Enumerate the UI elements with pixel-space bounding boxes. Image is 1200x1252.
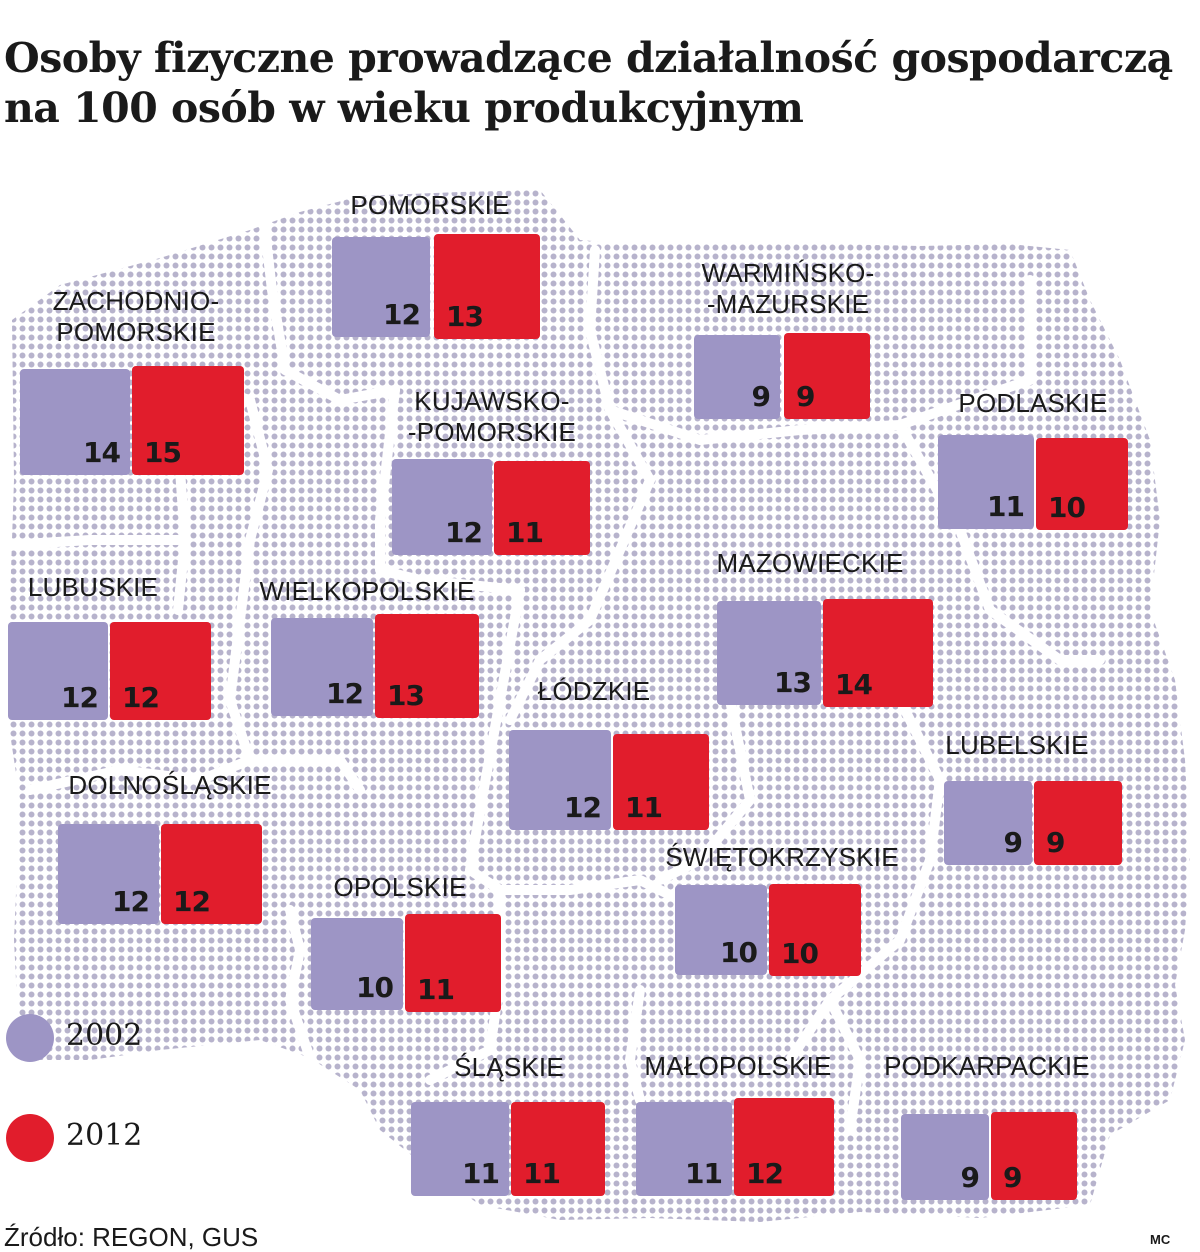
value-2012-wielkopolskie: 13 [375,614,479,718]
value-2002-zachodniopomorskie-text: 14 [83,436,121,469]
region-label-slaskie: ŚLĄSKIE [454,1052,564,1082]
value-2012-malopolskie: 12 [734,1098,834,1196]
value-2012-lubuskie-text: 12 [122,681,160,714]
value-2012-warminskomazurskie: 9 [784,333,870,419]
value-2002-opolskie: 10 [311,918,403,1010]
value-2012-mazowieckie-text: 14 [835,668,873,701]
value-2002-podlaskie-text: 11 [987,490,1025,523]
region-label-malopolskie: MAŁOPOLSKIE [644,1051,832,1081]
value-2012-slaskie: 11 [511,1102,605,1196]
value-2012-zachodniopomorskie-text: 15 [144,436,182,469]
value-2002-slaskie-text: 11 [462,1157,500,1190]
region-label-kujawskopomorskie-line1: KUJAWSKO- [414,386,570,416]
region-label-warminskomazurskie-line2: -MAZURSKIE [706,289,870,319]
value-2012-kujawskopomorskie-text: 11 [506,516,544,549]
value-2002-podkarpackie-text: 9 [960,1161,981,1194]
value-2002-lubelskie-text: 9 [1003,826,1024,859]
value-2012-podkarpackie: 9 [991,1112,1077,1200]
value-2012-podlaskie-text: 10 [1048,491,1086,524]
value-2002-pomorskie-text: 12 [383,298,421,331]
legend-2002-label: 2002 [66,1018,143,1053]
region-label-wielkopolskie: WIELKOPOLSKIE [259,576,475,606]
region-label-kujawskopomorskie: KUJAWSKO- -POMORSKIE [408,386,576,448]
region-label-zachodniopomorskie: ZACHODNIO- POMORSKIE [53,286,220,348]
value-2012-swietokrzyskie: 10 [769,884,861,976]
value-2012-podkarpackie-text: 9 [1003,1161,1023,1194]
value-2002-lubuskie-text: 12 [61,681,99,714]
value-2012-kujawskopomorskie: 11 [494,461,590,555]
title-line-1: Osoby fizyczne prowadzące działalność go… [4,34,1173,82]
value-2002-wielkopolskie-text: 12 [326,677,364,710]
value-2002-opolskie-text: 10 [356,971,394,1004]
legend-2002-swatch [6,1014,54,1062]
value-2012-podlaskie: 10 [1036,438,1128,530]
value-2002-warminskomazurskie-text: 9 [751,380,772,413]
value-2002-zachodniopomorskie: 14 [20,369,130,475]
region-label-swietokrzyskie: ŚWIĘTOKRZYSKIE [665,842,899,872]
region-label-warminskomazurskie-line1: WARMIŃSKO- [701,258,875,288]
author-credit: MC [1150,1232,1171,1247]
region-label-kujawskopomorskie-line2: -POMORSKIE [407,417,577,447]
title-line-2: na 100 osób w wieku produkcyjnym [4,84,804,132]
value-2002-mazowieckie: 13 [717,601,821,705]
legend-2012-swatch [6,1114,54,1162]
value-2002-swietokrzyskie-text: 10 [720,936,758,969]
value-2002-pomorskie: 12 [332,237,430,337]
region-label-zachodniopomorskie-line2: POMORSKIE [56,317,216,347]
value-2002-wielkopolskie: 12 [271,618,373,716]
value-2012-lodzkie-text: 11 [625,791,663,824]
value-2002-warminskomazurskie: 9 [694,335,780,419]
value-2002-malopolskie: 11 [636,1102,732,1196]
region-label-podkarpackie: PODKARPACKIE [884,1051,1090,1081]
value-2002-malopolskie-text: 11 [685,1157,723,1190]
value-2002-slaskie: 11 [411,1102,509,1196]
value-2012-dolnoslaskie: 12 [161,824,262,924]
value-2002-lodzkie-text: 12 [564,791,602,824]
value-2002-kujawskopomorskie-text: 12 [445,516,483,549]
value-2012-pomorskie-text: 13 [446,300,484,333]
value-2002-mazowieckie-text: 13 [774,666,812,699]
value-2012-lubelskie-text: 9 [1046,826,1066,859]
source-note: Źródło: REGON, GUS [4,1222,259,1252]
region-label-lubuskie: LUBUSKIE [27,572,159,602]
value-2012-swietokrzyskie-text: 10 [781,937,819,970]
value-2012-warminskomazurskie-text: 9 [796,380,816,413]
region-label-lubelskie: LUBELSKIE [945,730,1089,760]
region-label-podlaskie: PODLASKIE [958,388,1108,418]
value-2002-swietokrzyskie: 10 [675,885,767,975]
value-2002-lodzkie: 12 [509,730,611,830]
value-2012-opolskie-text: 11 [417,973,455,1006]
region-label-dolnoslaskie: DOLNOŚLĄSKIE [68,770,272,800]
value-2012-malopolskie-text: 12 [746,1157,784,1190]
value-2002-lubuskie: 12 [8,622,108,720]
value-2002-podkarpackie: 9 [901,1114,989,1200]
value-2012-dolnoslaskie-text: 12 [173,885,211,918]
value-2012-lubuskie: 12 [110,622,211,720]
value-2002-dolnoslaskie-text: 12 [112,885,150,918]
value-2012-opolskie: 11 [405,914,501,1012]
region-label-opolskie: OPOLSKIE [333,872,467,902]
region-label-lodzkie: ŁÓDZKIE [537,676,651,706]
value-2012-pomorskie: 13 [434,234,540,339]
value-2012-mazowieckie: 14 [823,599,933,707]
region-label-mazowieckie: MAZOWIECKIE [716,548,904,578]
legend-2012-label: 2012 [66,1118,143,1153]
value-2002-lubelskie: 9 [944,781,1032,865]
value-2012-lodzkie: 11 [613,734,709,830]
value-2002-podlaskie: 11 [938,435,1034,529]
value-2012-zachodniopomorskie: 15 [132,366,244,475]
map-outline [8,190,1190,1222]
region-label-warminskomazurskie: WARMIŃSKO- -MAZURSKIE [702,258,875,320]
value-2012-slaskie-text: 11 [523,1157,561,1190]
value-2012-wielkopolskie-text: 13 [387,679,425,712]
value-2002-kujawskopomorskie: 12 [392,459,492,555]
value-2002-dolnoslaskie: 12 [58,824,159,924]
region-label-zachodniopomorskie-line1: ZACHODNIO- [52,286,220,316]
value-2012-lubelskie: 9 [1034,781,1122,865]
region-label-pomorskie: POMORSKIE [350,190,510,220]
